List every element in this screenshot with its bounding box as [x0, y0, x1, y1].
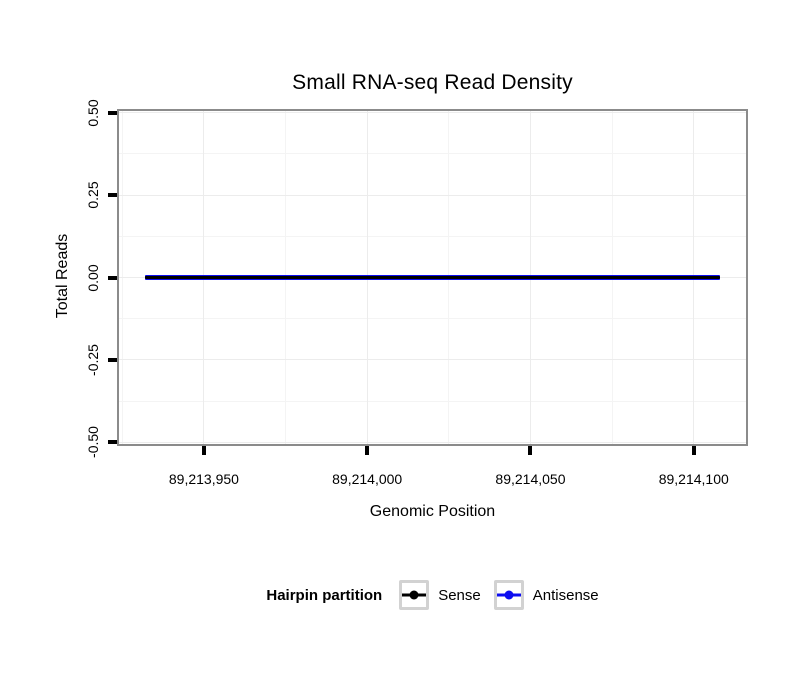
- legend-key-icon: [399, 580, 430, 610]
- x-axis-title: Genomic Position: [369, 503, 496, 520]
- x-axis-tick: [365, 446, 370, 455]
- gridline-major-horizontal: [119, 112, 746, 114]
- gridline-major-horizontal: [119, 441, 746, 443]
- y-axis-tick-label: 0.50: [85, 99, 101, 127]
- y-axis-tick-label: 0.00: [85, 263, 101, 292]
- gridline-minor-horizontal: [119, 153, 746, 155]
- gridline-major-horizontal: [119, 194, 746, 196]
- y-axis-tick-label: -0.25: [85, 343, 101, 376]
- legend-item-label: Antisense: [532, 586, 599, 604]
- x-axis-tick-label: 89,214,050: [495, 471, 566, 487]
- x-axis-tick: [691, 446, 696, 455]
- x-axis-tick-label: 89,214,000: [332, 471, 403, 487]
- y-axis-tick: [108, 357, 117, 362]
- legend-item-sense: Sense: [399, 580, 481, 610]
- gridline-minor-horizontal: [119, 235, 746, 237]
- legend-items: Sense Antisense: [399, 580, 599, 610]
- legend-key-dot: [409, 590, 419, 600]
- x-axis-tick-label: 89,214,100: [658, 471, 729, 487]
- plot-panel: 89,213,950 89,214,000 89,214,050 89,214,100…: [85, 99, 748, 487]
- series-line-sense: [145, 276, 720, 279]
- y-axis-tick: [108, 440, 117, 445]
- gridline-major-horizontal: [119, 359, 746, 361]
- y-axis-tick-label: -0.50: [85, 426, 101, 459]
- y-axis-tick-label: 0.25: [85, 181, 101, 209]
- chart-title: Small RNA-seq Read Density: [292, 71, 573, 94]
- y-axis-tick: [108, 110, 117, 115]
- y-axis-title: Total Reads: [54, 233, 71, 319]
- y-axis-tick: [108, 193, 117, 198]
- legend-item-label: Sense: [438, 586, 481, 604]
- y-axis-tick: [108, 275, 117, 280]
- legend-key-dot: [504, 590, 514, 600]
- x-axis-tick-label: 89,213,950: [168, 471, 239, 487]
- x-axis-tick: [528, 446, 533, 455]
- legend-key-icon: [493, 580, 524, 610]
- legend: Hairpin partition Sense Antisense: [117, 573, 748, 617]
- gridline-minor-horizontal: [119, 318, 746, 320]
- legend-item-antisense: Antisense: [493, 580, 599, 610]
- legend-title: Hairpin partition: [266, 586, 383, 604]
- x-axis-tick: [201, 446, 206, 455]
- gridline-minor-horizontal: [119, 400, 746, 402]
